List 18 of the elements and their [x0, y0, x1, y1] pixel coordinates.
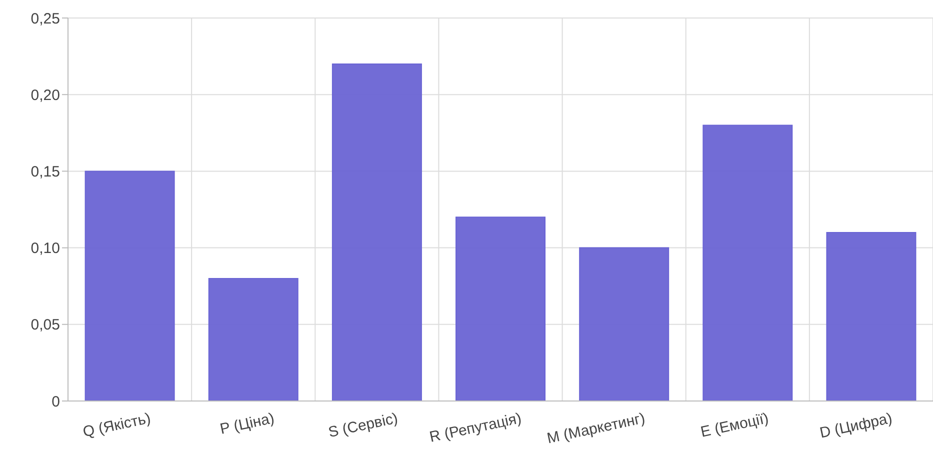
x-tick-label: S (Сервіс) [326, 410, 400, 442]
y-tick-label: 0,25 [30, 10, 60, 28]
bar [579, 247, 670, 401]
y-tick-label: 0,15 [30, 164, 60, 181]
bar [456, 216, 546, 401]
bar [208, 278, 298, 401]
x-tick-label: D (Цифра) [818, 410, 894, 442]
y-tick-label: 0 [52, 393, 60, 410]
bar [826, 232, 916, 401]
y-tick-label: 0,20 [30, 86, 60, 104]
x-tick-label: E (Емоції) [699, 410, 770, 441]
bar [84, 170, 175, 401]
x-tick-label: Q (Якість) [81, 410, 152, 441]
y-tick-label: 0,05 [30, 316, 60, 334]
bar [702, 124, 793, 401]
x-tick-label: P (Ціна) [218, 410, 276, 438]
bar [332, 63, 422, 401]
y-tick-label: 0,10 [30, 240, 60, 258]
